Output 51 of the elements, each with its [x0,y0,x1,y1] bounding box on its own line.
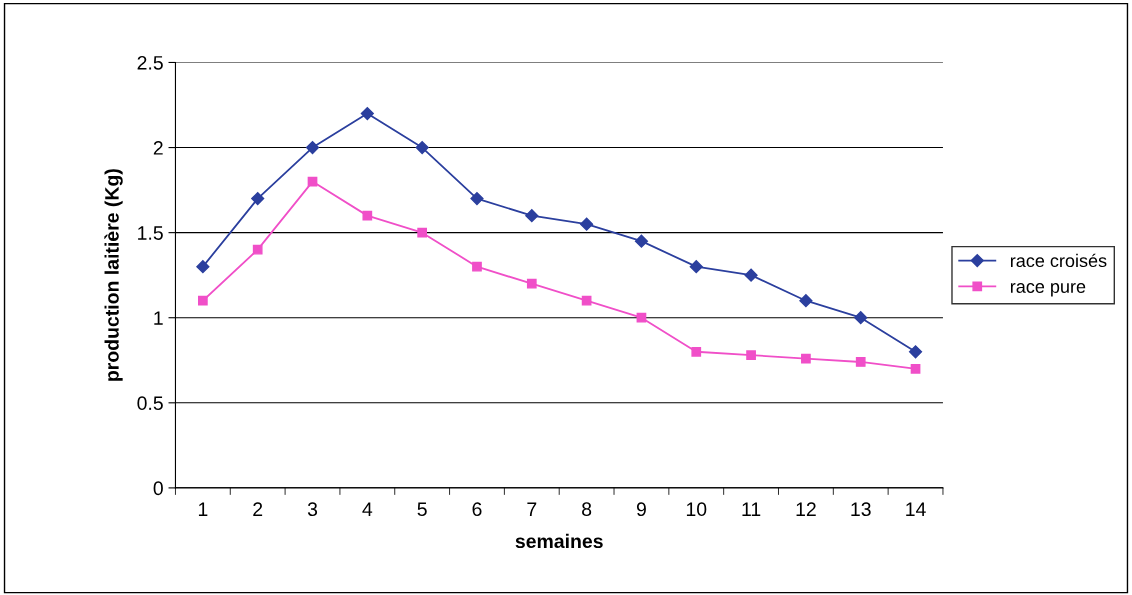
x-axis-title: semaines [515,533,603,549]
x-tick-label: 9 [636,502,646,517]
y-tick-label: 1 [154,311,163,325]
point [908,345,923,359]
point [581,295,592,306]
point [801,353,811,364]
x-tick-label: 7 [527,502,537,516]
point [198,295,208,306]
y-tick-label: 2.5 [137,55,163,70]
point [196,260,210,274]
point [799,294,813,308]
x-tick-label: 6 [472,502,482,517]
legend-label: race croisés [1010,253,1107,268]
point [415,140,429,155]
x-tick-label: 4 [362,502,373,516]
point [689,260,703,274]
point [252,244,263,255]
point [636,312,647,323]
point [360,106,374,121]
x-tick-label: 11 [742,502,761,516]
point [910,363,921,374]
x-tick-label: 14 [906,502,926,516]
point [580,217,594,231]
y-tick-label: 2 [153,141,163,155]
point [362,210,373,221]
y-tick-label: 1.5 [138,226,163,240]
point [305,140,320,155]
y-axis-title: production laitière (Kg) [104,169,123,381]
point [472,261,482,272]
x-tick-label: 3 [307,502,318,517]
point [525,209,539,223]
y-tick-label: 0 [153,481,163,496]
point [854,311,868,325]
x-tick-label: 10 [686,502,707,517]
point [855,357,866,367]
point [691,346,702,357]
legend-label: race pure [1010,283,1086,297]
x-tick-label: 13 [851,502,871,517]
point [251,192,265,206]
point [470,192,484,206]
point [526,278,537,289]
point [634,234,649,248]
point [417,227,428,238]
x-tick-label: 1 [198,502,208,516]
x-tick-label: 5 [417,502,427,517]
point [744,268,758,282]
x-tick-label: 2 [253,502,263,516]
x-tick-label: 8 [582,502,592,517]
x-tick-label: 12 [796,502,816,516]
y-tick-label: 0.5 [137,396,163,411]
point [746,350,756,361]
